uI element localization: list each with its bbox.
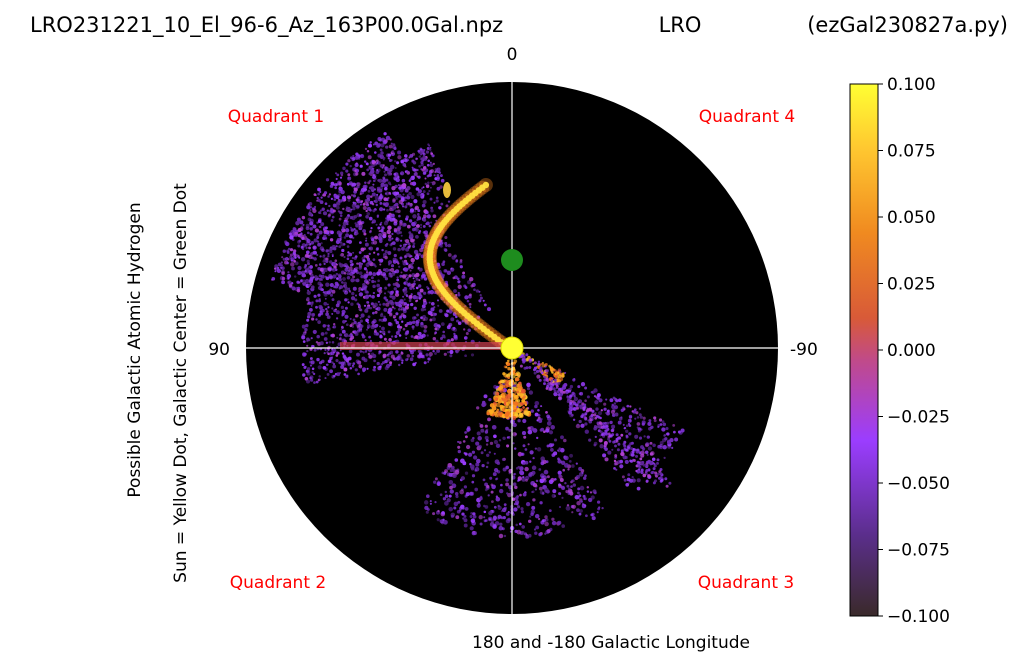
quadrant-2-label: Quadrant 2 bbox=[230, 573, 326, 593]
colorbar-tick-label: 0.025 bbox=[887, 275, 936, 295]
xlabel: 180 and -180 Galactic Longitude bbox=[472, 633, 750, 653]
direction-label-top: 0 bbox=[507, 45, 518, 65]
direction-label-left: 90 bbox=[208, 340, 230, 360]
quadrant-1-label: Quadrant 1 bbox=[228, 107, 324, 127]
title-center: LRO bbox=[659, 13, 702, 37]
quadrant-3-label: Quadrant 3 bbox=[698, 573, 794, 593]
colorbar-gradient bbox=[849, 83, 879, 617]
quadrant-4-label: Quadrant 4 bbox=[699, 107, 795, 127]
heatmap-layer bbox=[271, 132, 685, 539]
ylabel-line1: Possible Galactic Atomic Hydrogen bbox=[125, 202, 145, 497]
sun-dot bbox=[500, 336, 524, 360]
colorbar-tick-label: −0.075 bbox=[887, 541, 950, 561]
title-left: LRO231221_10_El_96-6_Az_163P00.0Gal.npz bbox=[30, 13, 503, 38]
galactic-center-dot bbox=[501, 249, 523, 271]
colorbar-tick-label: −0.050 bbox=[887, 474, 950, 494]
ylabel-line2: Sun = Yellow Dot, Galactic Center = Gree… bbox=[171, 183, 191, 583]
polar-plot bbox=[246, 82, 778, 614]
title-right: (ezGal230827a.py) bbox=[807, 13, 1008, 37]
colorbar-tick-label: 0.050 bbox=[887, 208, 936, 228]
colorbar: 0.100 0.075 0.050 0.025 0.000 −0.025 −0.050 −0.… bbox=[849, 75, 950, 627]
colorbar-tick-label: 0.100 bbox=[887, 75, 936, 95]
colorbar-ticks: 0.100 0.075 0.050 0.025 0.000 −0.025 −0.050 −0.… bbox=[878, 75, 950, 627]
colorbar-tick-label: −0.025 bbox=[887, 408, 950, 428]
colorbar-tick-label: −0.100 bbox=[887, 607, 950, 627]
colorbar-tick-label: 0.075 bbox=[887, 142, 936, 162]
direction-label-right: -90 bbox=[790, 340, 818, 360]
colorbar-tick-label: 0.000 bbox=[887, 341, 936, 361]
